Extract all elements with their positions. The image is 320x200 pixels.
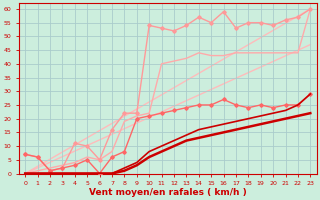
X-axis label: Vent moyen/en rafales ( km/h ): Vent moyen/en rafales ( km/h ) <box>89 188 247 197</box>
